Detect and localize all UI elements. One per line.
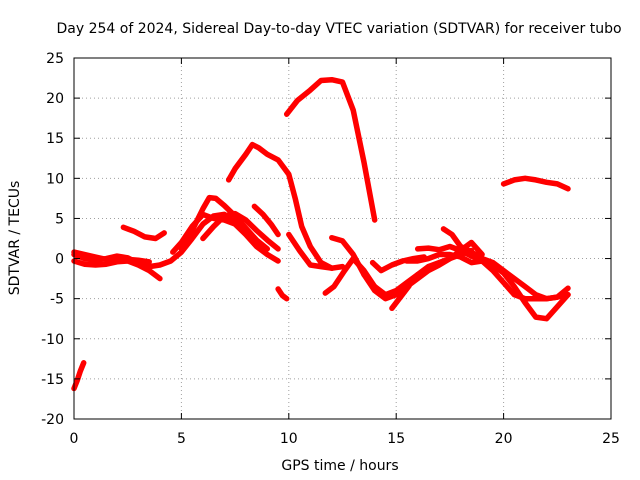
series-arc-8 [200,210,281,252]
series-arc-1 [71,360,87,392]
x-tick-label: 5 [177,431,186,447]
series-arc-9 [225,141,335,271]
series-arc-13 [286,231,346,271]
y-axis-label: SDTVAR / TECUs [7,181,23,296]
x-tick-label: 0 [70,431,79,447]
x-axis-label: GPS time / hours [281,458,398,474]
data-series [71,76,571,392]
x-tick-label: 10 [280,431,298,447]
series-arc-12 [283,76,378,223]
y-tick-label: -10 [41,332,64,348]
x-tick-label: 20 [495,431,513,447]
y-tick-label: 20 [46,91,64,107]
series-arc-5 [120,224,167,242]
y-tick-label: -5 [50,292,64,308]
tick-labels: 0 5 10 15 20 25 -20 -15 -10 -5 0 5 10 15 20 25 [41,51,620,447]
series-arc-11 [275,286,290,302]
y-tick-label: 15 [46,131,64,147]
y-tick-label: 25 [46,51,64,67]
grid-lines [74,58,611,419]
x-tick-label: 15 [387,431,405,447]
y-tick-label: 0 [55,252,64,268]
y-tick-label: 5 [55,211,64,227]
series-arc-10 [251,203,281,238]
series-arc-22 [500,175,571,192]
x-tick-label: 25 [602,431,620,447]
plot-frame [73,57,612,420]
series-arc-21 [440,226,571,302]
series-arc-18 [389,283,412,312]
series-arc-7 [178,194,271,252]
y-tick-label: -15 [41,372,64,388]
series-arc-4 [71,249,152,265]
axis-ticks [73,57,612,420]
y-tick-label: 10 [46,171,64,187]
y-tick-label: -20 [41,412,64,428]
chart-title: Day 254 of 2024, Sidereal Day-to-day VTE… [56,21,621,37]
